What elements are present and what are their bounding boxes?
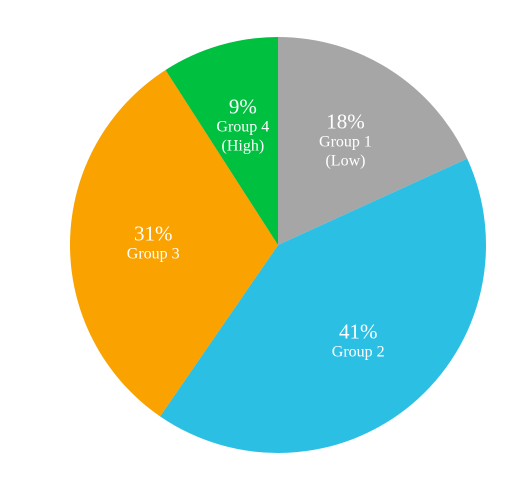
value-label: 9% [228, 94, 257, 119]
slice-label: 31% Group 3 [127, 222, 180, 265]
category-label: Group 1 (Low) [319, 133, 372, 170]
slice-label: 18% Group 1 (Low) [319, 110, 372, 171]
slice-label: 41% Group 2 [332, 319, 385, 362]
value-label: 41% [338, 319, 378, 344]
value-label: 18% [326, 109, 365, 134]
category-label: Group 2 [331, 343, 385, 361]
value-label: 31% [133, 221, 173, 246]
pie-slice [160, 158, 487, 454]
category-label: Group 4 (High) [216, 118, 270, 155]
category-label: Group 3 [126, 245, 180, 263]
pie-slice [69, 70, 278, 417]
pie-slice [278, 37, 468, 245]
slice-label: 9% Group 4 (High) [216, 95, 269, 156]
pie-slice [165, 37, 278, 245]
